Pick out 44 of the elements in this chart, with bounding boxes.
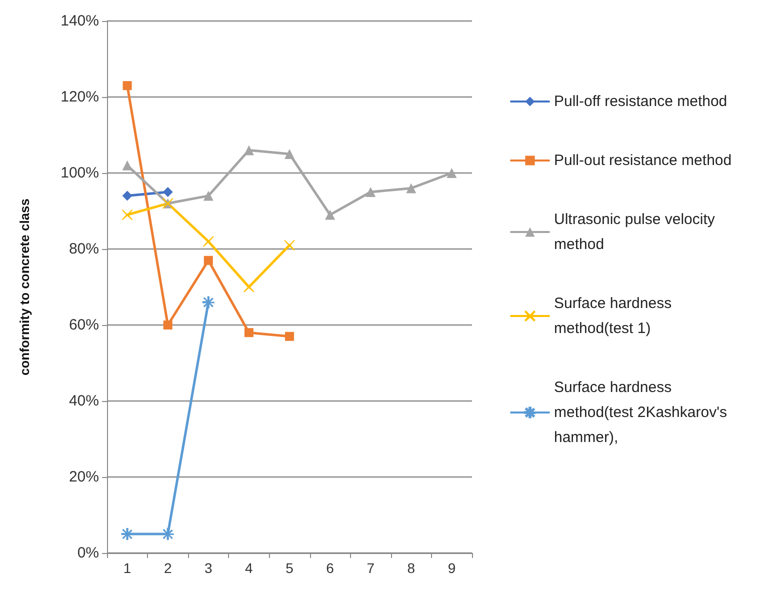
y-tick-label: 120% [60, 88, 99, 106]
x-tick-label: 1 [123, 560, 132, 576]
point [121, 528, 134, 540]
x-tick-label: 3 [204, 560, 212, 576]
y-tick-label: 60% [68, 316, 99, 334]
point [202, 296, 214, 308]
point [122, 209, 133, 220]
y-tick-label: 0% [77, 544, 99, 562]
x-tick-label: 2 [164, 560, 172, 576]
point [284, 149, 294, 159]
point [162, 187, 173, 197]
y-tick-label: 140% [60, 12, 99, 30]
point [122, 81, 132, 90]
point [204, 256, 213, 265]
point [163, 320, 172, 330]
point [122, 190, 132, 201]
legend-label: Surface hardness method(test 2Kashkarov's hammer), [554, 379, 732, 446]
y-tick-label: 40% [68, 392, 99, 410]
x-tick-label: 4 [245, 560, 254, 576]
point [285, 332, 294, 341]
y-tick-label: 80% [68, 240, 99, 258]
point [366, 187, 376, 197]
y-tick-label: 100% [60, 164, 99, 182]
point [202, 236, 214, 247]
x-tick-label: 5 [286, 560, 294, 576]
point [203, 190, 214, 201]
legend-label: Pull-off resistance method [554, 93, 728, 110]
point [122, 160, 132, 170]
y-axis-title: conformity to concrete class [17, 198, 32, 376]
x-tick-label: 9 [448, 560, 456, 576]
legend-label: Ultrasonic pulse velocity method [554, 211, 720, 253]
legend-label: Surface hardness method(test 1) [554, 295, 676, 337]
point [406, 183, 416, 194]
x-tick-label: 6 [326, 560, 334, 576]
x-tick-label: 8 [407, 560, 416, 576]
point [325, 210, 336, 220]
y-tick-label: 20% [68, 468, 99, 486]
point [244, 328, 254, 338]
point [284, 240, 295, 251]
point [446, 168, 457, 178]
point [162, 528, 174, 540]
legend-label: Pull-out resistance method [554, 152, 732, 169]
point [244, 145, 254, 156]
x-tick-label: 7 [366, 560, 375, 576]
